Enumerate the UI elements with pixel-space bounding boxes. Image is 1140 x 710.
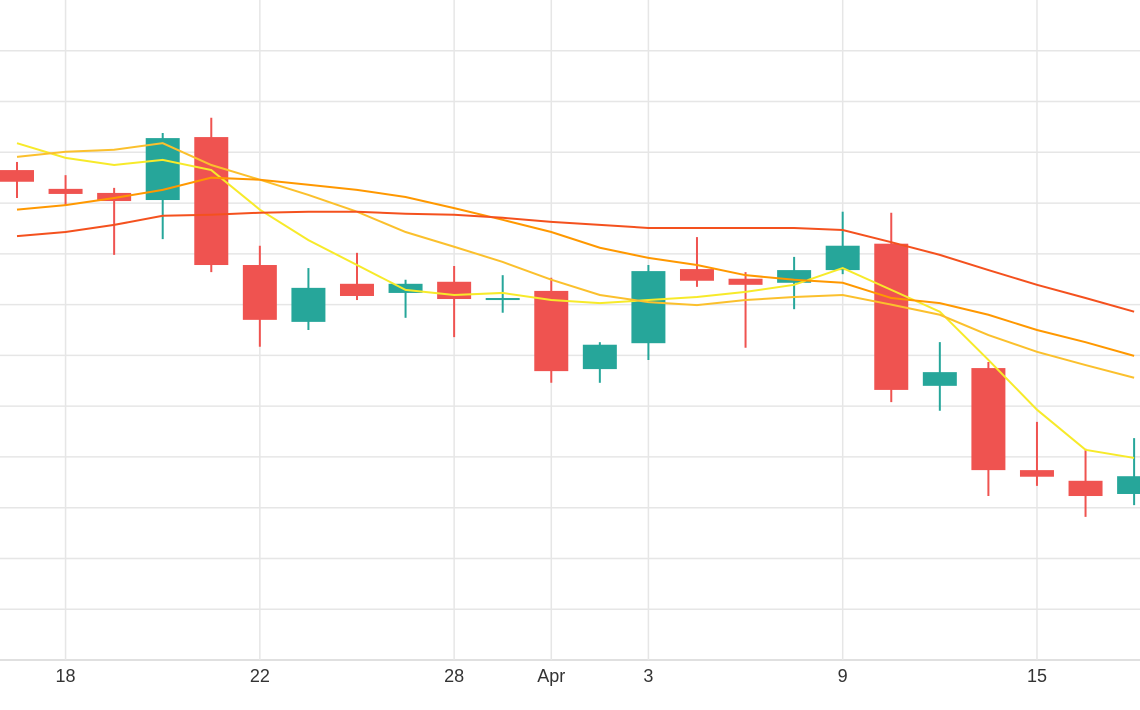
candle-body [242,265,277,320]
x-tick-label: 22 [250,666,270,686]
moving-average-line [16,176,1135,357]
candle-body [874,243,909,390]
candle-body [194,137,229,266]
moving-average-line [16,142,1135,379]
x-tick-label: 3 [643,666,653,686]
candle-body [437,281,472,300]
candle-body [339,283,374,296]
moving-average-line [16,210,1135,313]
candle-body [679,269,714,281]
moving-average-line [16,142,1135,459]
candle-body [1019,470,1054,477]
candle-body [728,278,763,285]
candle-body [388,283,423,293]
x-tick-label: Apr [537,666,565,686]
candle-body [0,170,34,182]
candle-body [922,372,957,386]
candle-body [1117,476,1140,494]
candle-body [582,344,617,370]
candle-body [97,192,132,202]
candle-body [631,271,666,344]
x-tick-label: 9 [838,666,848,686]
x-tick-label: 18 [56,666,76,686]
x-tick-label: 15 [1027,666,1047,686]
candle-body [1068,480,1103,497]
candle-body [485,298,520,301]
candle-body [291,287,326,322]
candle-body [534,290,569,372]
candle-body [971,368,1006,471]
candle-body [825,245,860,271]
x-tick-label: 28 [444,666,464,686]
candle-body [48,188,83,194]
